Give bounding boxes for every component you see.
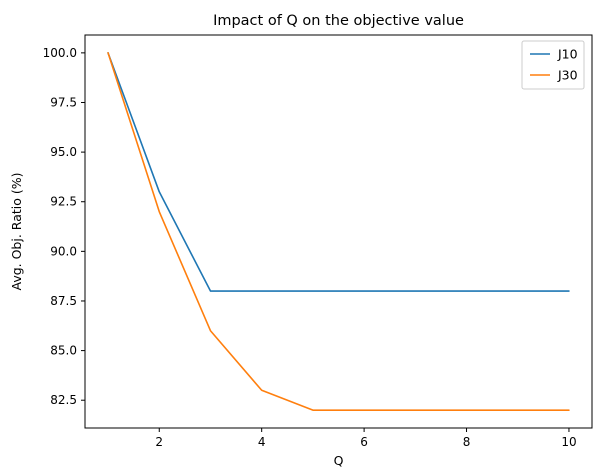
y-axis-ticks: 82.5 85.0 87.5 90.0 92.5 95.0 97.5 100.0 — [43, 46, 85, 407]
y-tick-label: 92.5 — [50, 195, 77, 209]
series-group — [107, 52, 570, 411]
legend-label-j10: J10 — [557, 47, 578, 62]
legend-label-j30: J30 — [557, 68, 578, 83]
y-axis-label: Avg. Obj. Ratio (%) — [9, 173, 24, 291]
x-tick-label: 8 — [463, 435, 471, 449]
legend-box — [521, 40, 585, 90]
y-tick-label: 87.5 — [50, 294, 77, 308]
y-tick-label: 95.0 — [50, 145, 77, 159]
plot-area — [84, 34, 593, 429]
y-tick-label: 85.0 — [50, 344, 77, 358]
x-tick-label: 10 — [561, 435, 576, 449]
y-tick-label: 100.0 — [43, 46, 77, 60]
chart-title: Impact of Q on the objective value — [213, 13, 464, 29]
x-tick-label: 4 — [258, 435, 266, 449]
series-line-j30 — [107, 52, 570, 411]
plot-frame — [84, 34, 593, 429]
x-axis-ticks: 2 4 6 8 10 — [155, 428, 577, 449]
x-tick-label: 2 — [155, 435, 163, 449]
series-line-j10 — [107, 52, 570, 292]
x-axis-label: Q — [334, 453, 344, 468]
x-tick-label: 6 — [360, 435, 368, 449]
y-tick-label: 82.5 — [50, 393, 77, 407]
y-tick-label: 90.0 — [50, 244, 77, 258]
y-tick-label: 97.5 — [50, 95, 77, 109]
